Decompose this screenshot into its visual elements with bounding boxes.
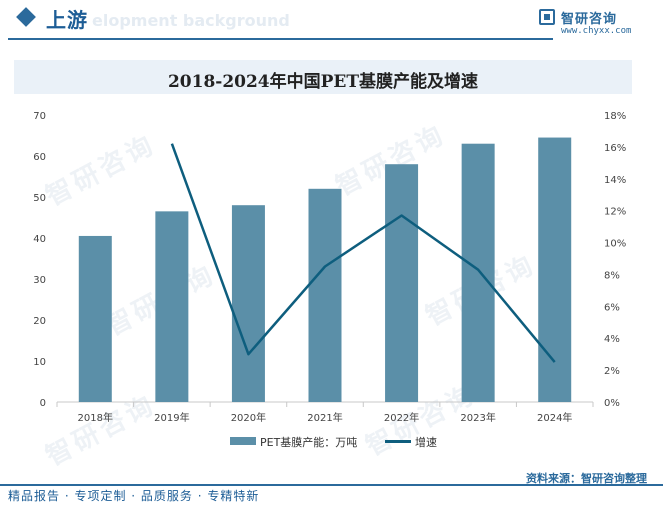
source-note: 资料来源：智研咨询整理 bbox=[526, 472, 647, 485]
capacity-bar bbox=[461, 143, 495, 402]
footer-divider bbox=[0, 484, 663, 486]
chart: 0 10 20 30 40 50 60 70 0% 2% 4% 6% 8% 10% 12% 14% 16% 18… bbox=[33, 111, 626, 424]
x-tick-label: 2018年 bbox=[78, 411, 113, 424]
brand-name: 智研咨询 bbox=[561, 12, 618, 27]
brand-url: www.chyxx.com bbox=[561, 26, 632, 36]
capacity-bar bbox=[385, 164, 419, 402]
y-left-tick-label: 20 bbox=[33, 316, 46, 327]
brand-logo-icon bbox=[539, 9, 555, 25]
capacity-bar bbox=[155, 211, 189, 402]
chart-title-bar: 2018-2024年中国PET基膜产能及增速 bbox=[14, 60, 632, 94]
capacity-bar bbox=[308, 188, 342, 402]
y-right-tick-label: 10% bbox=[604, 239, 626, 250]
x-tick-label: 2020年 bbox=[231, 411, 266, 424]
y-right-tick-label: 14% bbox=[604, 175, 626, 186]
y-left-tick-label: 50 bbox=[33, 193, 46, 204]
y-right-tick-label: 8% bbox=[604, 270, 620, 281]
x-tick-label: 2022年 bbox=[384, 411, 419, 424]
brand: 智研咨询 www.chyxx.com bbox=[539, 8, 649, 42]
capacity-bar bbox=[538, 137, 572, 403]
y-right-tick-label: 12% bbox=[604, 207, 626, 218]
capacity-bar bbox=[231, 205, 265, 402]
y-right-tick-label: 6% bbox=[604, 302, 620, 313]
legend-label-growth: 增速 bbox=[415, 436, 437, 449]
legend-label-capacity: PET基膜产能：万吨 bbox=[260, 436, 358, 449]
y-left-tick-label: 40 bbox=[33, 234, 46, 245]
y-right-tick-label: 4% bbox=[604, 334, 620, 345]
x-tick-label: 2023年 bbox=[460, 411, 495, 424]
y-left-tick-label: 60 bbox=[33, 152, 46, 163]
y-right-tick-label: 0% bbox=[604, 398, 620, 409]
x-tick-label: 2019年 bbox=[154, 411, 189, 424]
header-divider bbox=[8, 38, 553, 40]
legend-swatch-bar bbox=[230, 437, 256, 445]
chart-title: 2018-2024年中国PET基膜产能及增速 bbox=[167, 72, 479, 92]
y-left-tick-label: 10 bbox=[33, 357, 46, 368]
y-right-tick-label: 16% bbox=[604, 143, 626, 154]
section-subtitle: elopment background bbox=[92, 11, 290, 30]
capacity-bar bbox=[78, 235, 112, 402]
section-title: 上游 bbox=[46, 8, 88, 32]
x-tick-label: 2021年 bbox=[307, 411, 342, 424]
y-left-tick-label: 30 bbox=[33, 275, 46, 286]
footer-slogan: 精品报告 · 专项定制 · 品质服务 · 专精特新 bbox=[8, 489, 260, 503]
growth-line bbox=[170, 143, 556, 363]
legend: PET基膜产能：万吨 增速 bbox=[0, 432, 663, 452]
legend-swatch-line bbox=[385, 440, 411, 443]
x-tick-label: 2024年 bbox=[537, 411, 572, 424]
header: elopment background 上游 智研咨询 www.chyxx.co… bbox=[0, 0, 663, 40]
y-left-tick-label: 0 bbox=[40, 398, 46, 409]
y-right-tick-label: 18% bbox=[604, 111, 626, 122]
y-right-tick-label: 2% bbox=[604, 366, 620, 377]
y-left-tick-label: 70 bbox=[33, 111, 46, 122]
